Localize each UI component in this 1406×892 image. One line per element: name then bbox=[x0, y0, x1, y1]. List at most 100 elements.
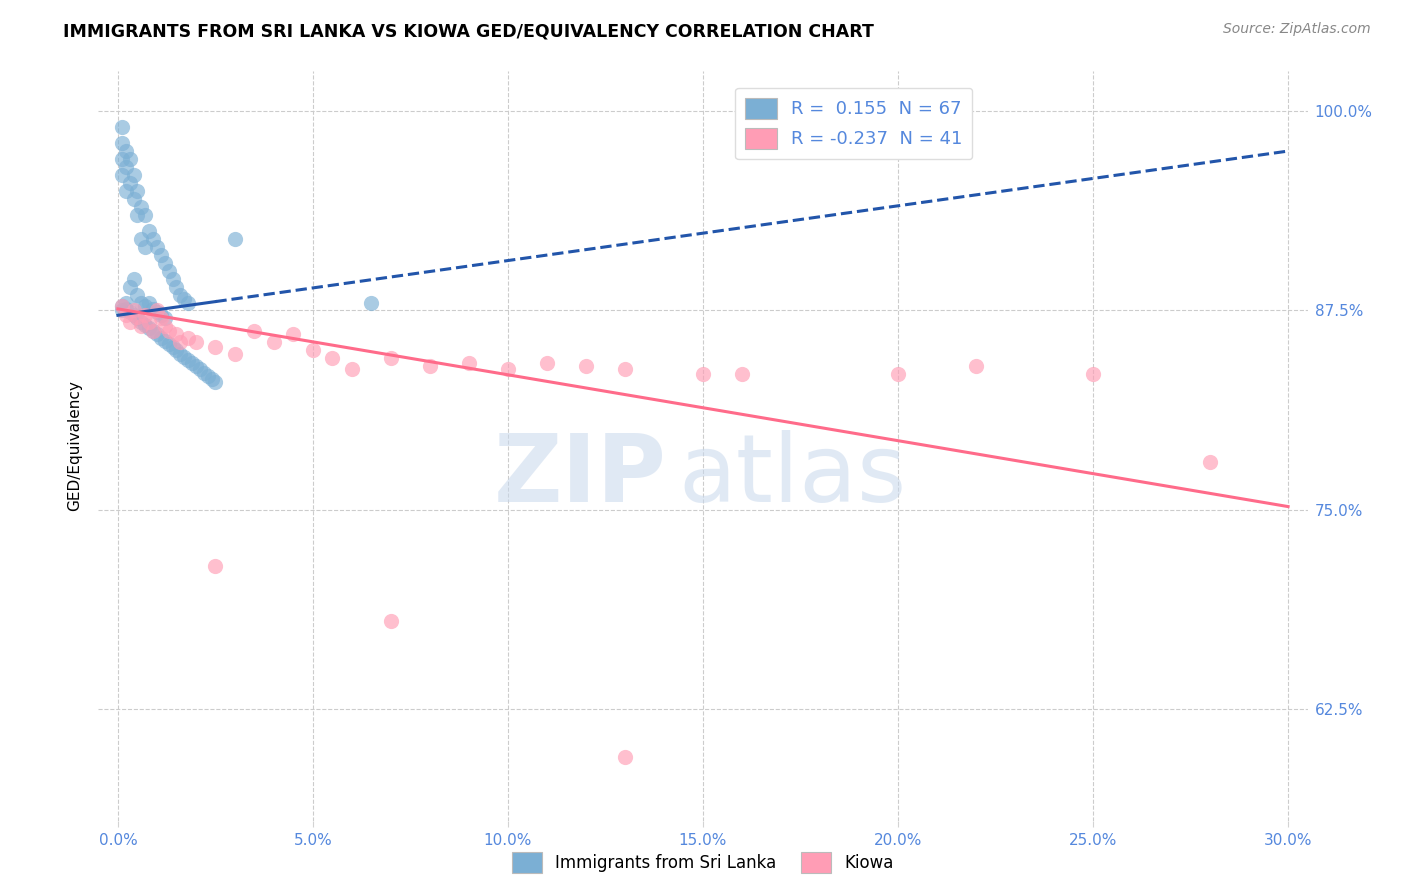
Point bbox=[146, 240, 169, 254]
Point bbox=[536, 356, 558, 370]
Point bbox=[184, 335, 207, 350]
Point bbox=[184, 359, 207, 374]
Point bbox=[118, 176, 141, 190]
Point bbox=[114, 144, 136, 158]
Point bbox=[169, 346, 191, 360]
Point bbox=[149, 308, 172, 322]
Point bbox=[360, 295, 382, 310]
Point bbox=[134, 299, 156, 313]
Point bbox=[138, 321, 160, 335]
Point bbox=[380, 615, 402, 629]
Point bbox=[692, 368, 714, 382]
Point bbox=[340, 362, 363, 376]
Point bbox=[146, 303, 169, 318]
Point bbox=[169, 335, 191, 350]
Point bbox=[118, 305, 141, 319]
Point bbox=[142, 301, 165, 316]
Text: Source: ZipAtlas.com: Source: ZipAtlas.com bbox=[1223, 22, 1371, 37]
Point bbox=[575, 359, 598, 374]
Point bbox=[114, 160, 136, 174]
Point bbox=[496, 362, 519, 376]
Point bbox=[122, 192, 145, 206]
Legend: Immigrants from Sri Lanka, Kiowa: Immigrants from Sri Lanka, Kiowa bbox=[505, 846, 901, 880]
Point bbox=[122, 303, 145, 318]
Point bbox=[162, 340, 184, 354]
Point bbox=[118, 315, 141, 329]
Point bbox=[111, 136, 134, 150]
Point bbox=[149, 330, 172, 344]
Point bbox=[111, 303, 134, 318]
Point bbox=[224, 346, 246, 360]
Point bbox=[965, 359, 987, 374]
Point bbox=[224, 232, 246, 246]
Point bbox=[134, 308, 156, 322]
Point bbox=[114, 308, 136, 322]
Point bbox=[153, 319, 176, 334]
Point bbox=[188, 362, 211, 376]
Point bbox=[302, 343, 325, 358]
Point bbox=[131, 319, 153, 334]
Point bbox=[243, 324, 266, 338]
Point bbox=[138, 315, 160, 329]
Point bbox=[131, 315, 153, 329]
Point bbox=[114, 295, 136, 310]
Point bbox=[127, 311, 149, 326]
Point bbox=[157, 263, 180, 277]
Point bbox=[1199, 455, 1222, 469]
Point bbox=[157, 337, 180, 351]
Point bbox=[193, 366, 215, 380]
Point bbox=[177, 295, 200, 310]
Point bbox=[114, 301, 136, 316]
Point bbox=[181, 356, 204, 370]
Point bbox=[146, 305, 169, 319]
Point bbox=[118, 279, 141, 293]
Point bbox=[111, 168, 134, 182]
Point bbox=[111, 152, 134, 166]
Point bbox=[146, 327, 169, 342]
Point bbox=[173, 293, 195, 307]
Point bbox=[114, 184, 136, 198]
Point bbox=[122, 271, 145, 285]
Point bbox=[153, 255, 176, 269]
Point bbox=[204, 340, 226, 354]
Point bbox=[122, 168, 145, 182]
Point bbox=[134, 240, 156, 254]
Point bbox=[614, 750, 637, 764]
Point bbox=[138, 224, 160, 238]
Point bbox=[173, 350, 195, 364]
Point bbox=[157, 324, 180, 338]
Point bbox=[263, 335, 285, 350]
Point bbox=[321, 351, 343, 366]
Point bbox=[138, 295, 160, 310]
Point bbox=[131, 295, 153, 310]
Point bbox=[127, 184, 149, 198]
Point bbox=[419, 359, 441, 374]
Point bbox=[153, 311, 176, 326]
Point bbox=[614, 362, 637, 376]
Point bbox=[127, 208, 149, 222]
Point bbox=[1081, 368, 1104, 382]
Point bbox=[127, 287, 149, 301]
Point bbox=[142, 324, 165, 338]
Point bbox=[165, 343, 187, 358]
Legend: R =  0.155  N = 67, R = -0.237  N = 41: R = 0.155 N = 67, R = -0.237 N = 41 bbox=[735, 87, 973, 160]
Point bbox=[458, 356, 481, 370]
Point bbox=[197, 368, 219, 383]
Point bbox=[204, 376, 226, 390]
Point bbox=[127, 310, 149, 324]
Point bbox=[169, 287, 191, 301]
Point bbox=[153, 334, 176, 348]
Point bbox=[380, 351, 402, 366]
Point bbox=[142, 232, 165, 246]
Point bbox=[111, 299, 134, 313]
Y-axis label: GED/Equivalency: GED/Equivalency bbox=[67, 381, 83, 511]
Point bbox=[283, 327, 305, 342]
Point bbox=[142, 324, 165, 338]
Point bbox=[204, 558, 226, 573]
Text: ZIP: ZIP bbox=[494, 430, 666, 522]
Point bbox=[111, 299, 134, 313]
Point bbox=[177, 330, 200, 344]
Text: IMMIGRANTS FROM SRI LANKA VS KIOWA GED/EQUIVALENCY CORRELATION CHART: IMMIGRANTS FROM SRI LANKA VS KIOWA GED/E… bbox=[63, 22, 875, 40]
Point bbox=[131, 232, 153, 246]
Point bbox=[111, 120, 134, 135]
